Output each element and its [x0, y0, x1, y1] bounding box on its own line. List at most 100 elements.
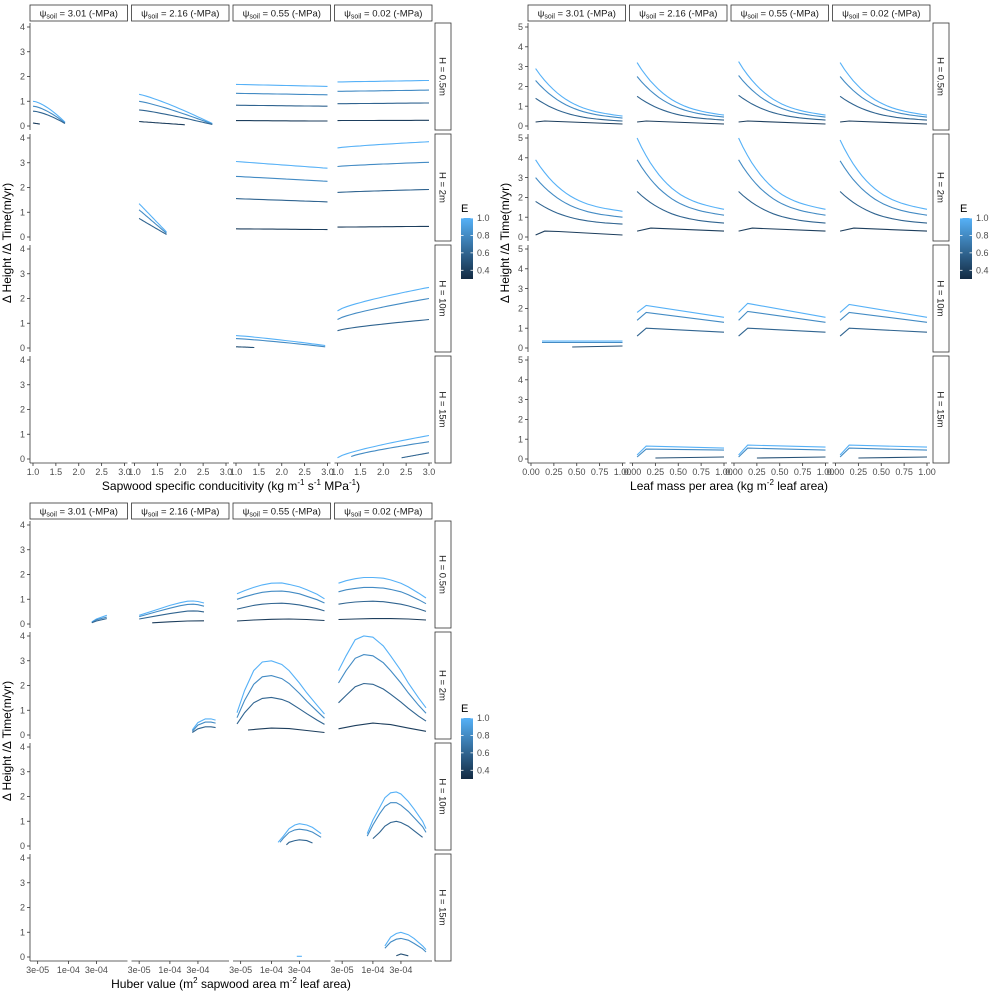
row-strip-label: H = 0.5m: [437, 57, 448, 96]
series-line: [337, 188, 430, 193]
legend-tick-label: 0.4: [477, 265, 490, 275]
series-line: [384, 931, 427, 950]
chart-lma: ψsoil = 3.01 (-MPa) ψsoil = 2.16 (-MPa) ψs…: [498, 4, 989, 493]
series-line: [277, 823, 322, 843]
row-strip: [434, 520, 452, 629]
col-strip-label: ψsoil = 0.55 (-MPa): [243, 9, 321, 21]
panel-bg: [30, 134, 128, 241]
col-strip: [131, 502, 230, 520]
x-tick-label: 2.0: [174, 467, 187, 477]
series-line: [839, 327, 928, 337]
y-tick-label: 4: [20, 742, 25, 752]
x-tick-label: 3e-04: [186, 965, 209, 975]
row-strip-label: H = 2m: [935, 172, 946, 203]
series-line: [636, 227, 725, 232]
series-line: [337, 79, 429, 83]
series-line: [32, 122, 40, 125]
series-line: [839, 447, 928, 458]
series-line: [235, 160, 328, 169]
series-line: [738, 191, 826, 224]
x-tick-label: 1.5: [253, 467, 266, 477]
series-line: [535, 159, 623, 212]
panel-bg: [233, 356, 331, 463]
row-strip: [434, 133, 452, 242]
series-line: [636, 137, 725, 210]
y-tick-label: 0: [518, 454, 523, 464]
y-tick-label: 2: [518, 82, 523, 92]
panel-bg: [630, 245, 728, 352]
y-tick-label: 4: [518, 153, 523, 163]
col-strip-label: ψsoil = 0.55 (-MPa): [741, 9, 819, 21]
y-tick-label: 4: [20, 631, 25, 641]
legend-tick-label: 0.6: [477, 248, 490, 258]
series-line: [338, 576, 427, 599]
panel-bg: [335, 632, 433, 739]
legend-tick-label: 1.0: [976, 213, 989, 223]
y-tick-label: 3: [518, 62, 523, 72]
legend-colorbar: [960, 218, 972, 279]
series-line: [535, 177, 623, 218]
series-line: [337, 89, 430, 92]
y-tick-label: 0: [20, 841, 25, 851]
series-line: [247, 727, 325, 734]
y-tick-label: 4: [20, 22, 25, 32]
series-line: [738, 302, 826, 318]
chart-conductivity: ψsoil = 3.01 (-MPa) ψsoil = 2.16 (-MPa) ψs…: [0, 4, 490, 493]
x-tick-label: 3.0: [220, 467, 233, 477]
panel-bg: [335, 356, 433, 463]
panel-bg: [833, 245, 931, 352]
series-line: [738, 94, 826, 121]
series-line: [535, 68, 623, 117]
panel-bg: [30, 854, 128, 961]
y-tick-label: 2: [20, 681, 25, 691]
series-line: [384, 937, 427, 953]
series-line: [401, 452, 430, 459]
x-tick-label: 0.00: [522, 467, 540, 477]
series-line: [32, 110, 66, 124]
y-tick-label: 2: [518, 304, 523, 314]
y-tick-label: 3: [518, 395, 523, 405]
y-tick-label: 4: [518, 375, 523, 385]
col-strip-label: ψsoil = 3.01 (-MPa): [40, 507, 118, 519]
series-line: [138, 209, 167, 234]
row-strip: [434, 355, 452, 464]
panel-bg: [30, 521, 128, 628]
series-line: [236, 602, 325, 612]
series-line: [235, 175, 328, 182]
x-tick-label: 2.5: [298, 467, 311, 477]
series-line: [337, 141, 430, 149]
y-tick-label: 2: [20, 72, 25, 82]
y-tick-label: 1: [20, 594, 25, 604]
series-line: [236, 346, 255, 349]
y-tick-label: 1: [518, 434, 523, 444]
y-tick-label: 4: [20, 853, 25, 863]
row-strip: [932, 133, 950, 242]
y-tick-label: 2: [20, 294, 25, 304]
series-line: [839, 444, 928, 456]
series-line: [636, 445, 725, 456]
series-line: [235, 228, 328, 231]
x-axis-title: Leaf mass per area (kg m-2 leaf area): [630, 478, 828, 493]
x-tick-label: 1.00: [614, 467, 632, 477]
series-line: [236, 618, 325, 622]
row-strip: [434, 631, 452, 740]
panel-bg: [630, 23, 728, 130]
panel-bg: [731, 245, 829, 352]
series-line: [396, 953, 409, 957]
x-axis-title: Huber value (m2 sapwood area m-2 leaf ar…: [111, 976, 351, 991]
row-strip: [932, 244, 950, 353]
series-line: [839, 303, 928, 318]
x-tick-label: 0.25: [850, 467, 868, 477]
series-line: [138, 93, 213, 124]
series-line: [236, 582, 325, 600]
x-tick-label: 1e-04: [260, 965, 283, 975]
series-line: [138, 203, 167, 233]
x-tick-label: 1.5: [151, 467, 164, 477]
panel-bg: [528, 134, 626, 241]
series-line: [738, 227, 826, 232]
legend-tick-label: 0.6: [976, 248, 989, 258]
row-strip: [434, 244, 452, 353]
panel-bg: [132, 854, 230, 961]
legend-colorbar: [461, 718, 473, 779]
series-line: [152, 620, 205, 624]
